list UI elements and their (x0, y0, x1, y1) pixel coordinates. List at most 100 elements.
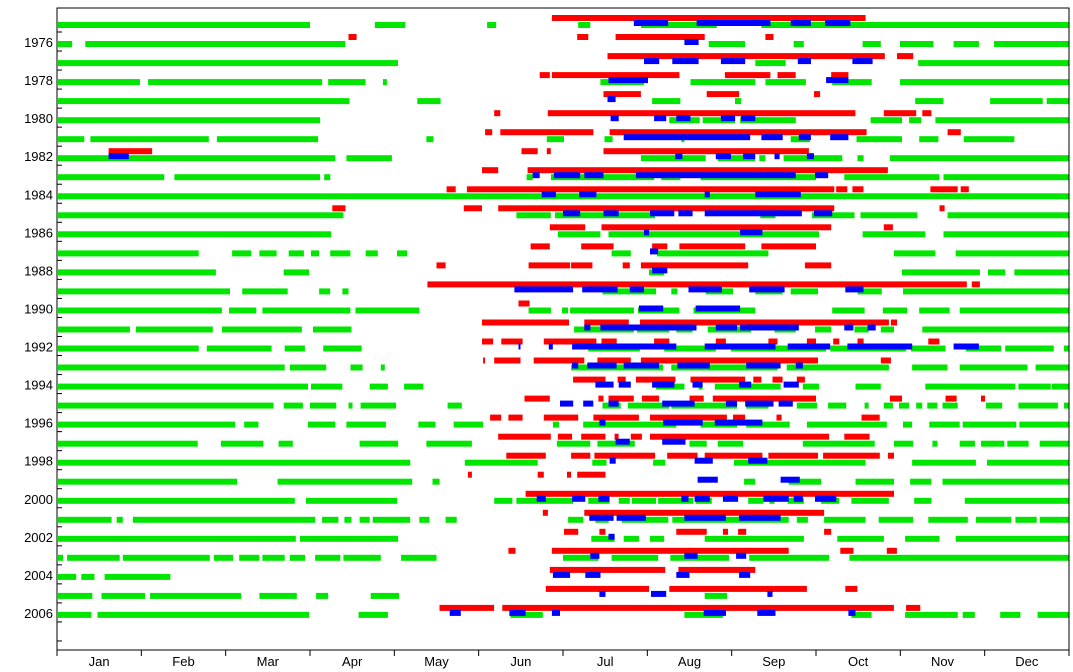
green-bar-1999 (788, 478, 822, 485)
green-bar-1976 (58, 41, 73, 47)
green-bar-1996 (58, 421, 236, 428)
red-bar-1985 (498, 205, 835, 212)
green-bar-1998 (987, 459, 1069, 466)
red-bar-1991 (890, 319, 897, 326)
red-bar-1986 (549, 224, 586, 231)
green-bar-1996 (903, 421, 913, 428)
green-bar-1990 (355, 307, 420, 314)
green-bar-1998 (464, 459, 538, 466)
y-tick-label: 2004 (24, 568, 53, 583)
green-bar-1998 (653, 459, 666, 466)
red-bar-1998 (768, 452, 818, 459)
green-bar-2001 (796, 516, 808, 523)
green-bar-1985 (947, 212, 1069, 219)
red-bar-1996 (650, 414, 727, 421)
green-bar-1985 (516, 212, 551, 219)
green-bar-2003 (849, 554, 1069, 561)
green-bar-2001 (132, 516, 316, 523)
red-bar-1995 (524, 395, 550, 402)
green-bar-1976 (793, 41, 804, 47)
green-bar-1982 (889, 155, 1069, 162)
green-bar-1980 (935, 117, 1069, 124)
red-bar-1979 (603, 91, 641, 98)
green-bar-1991 (854, 326, 869, 333)
green-bar-2000 (306, 497, 398, 504)
green-bar-1997 (959, 440, 975, 447)
green-bar-1991 (58, 326, 130, 333)
green-bar-1992 (206, 345, 272, 352)
red-bar-2003 (840, 547, 854, 554)
blue-bar-2001 (589, 514, 614, 521)
green-bar-1987 (259, 250, 277, 257)
green-bar-1992 (58, 345, 199, 352)
blue-bar-1984 (541, 191, 556, 198)
green-bar-2003 (611, 554, 659, 561)
green-bar-1990 (229, 307, 257, 314)
red-bar-1990 (518, 300, 530, 307)
blue-bar-1998 (609, 457, 616, 464)
green-bar-1990 (882, 307, 908, 314)
red-bar-2002 (676, 528, 707, 535)
green-bar-1995 (916, 402, 923, 409)
blue-bar-1991 (715, 324, 738, 331)
y-tick-label: 2000 (24, 492, 53, 507)
green-bar-1990 (58, 307, 222, 314)
green-bar-1987 (955, 250, 1069, 257)
red-bar-2002 (824, 528, 832, 535)
red-bar-1987 (652, 243, 668, 250)
red-bar-1992 (833, 338, 840, 345)
red-bar-2000 (525, 490, 894, 497)
blue-bar-1978 (826, 77, 849, 84)
green-bar-1976 (85, 41, 346, 47)
green-bar-2006 (962, 611, 975, 618)
blue-bar-1991 (740, 324, 799, 331)
blue-bar-1994 (692, 381, 703, 388)
red-bar-1980 (494, 110, 501, 117)
red-bar-1993 (494, 357, 521, 364)
red-bar-1978 (551, 72, 680, 79)
red-bar-1994 (635, 376, 676, 383)
green-bar-2003 (58, 554, 64, 561)
green-bar-1989 (671, 288, 678, 295)
green-bar-1992 (1063, 345, 1069, 352)
red-bar-1981 (500, 129, 594, 136)
red-bar-2002 (564, 528, 579, 535)
red-bar-1995 (712, 395, 816, 402)
blue-bar-1996 (714, 419, 763, 426)
green-bar-1989 (602, 288, 657, 295)
green-bar-1976 (708, 41, 746, 47)
x-tick-label: Jan (89, 654, 110, 669)
green-bar-1991 (135, 326, 213, 333)
red-bar-1978 (539, 72, 550, 79)
x-tick-label: Jun (510, 654, 531, 669)
red-bar-2006 (502, 604, 894, 611)
green-bar-2005 (259, 592, 297, 599)
green-bar-2001 (445, 516, 457, 523)
green-bar-1979 (417, 98, 441, 105)
blue-bar-2000 (572, 495, 586, 502)
blue-bar-1983 (635, 172, 796, 179)
green-bar-1986 (608, 231, 819, 238)
blue-bar-1992 (847, 343, 913, 350)
green-bar-1989 (319, 288, 331, 295)
green-bar-1998 (912, 459, 976, 466)
red-bar-1996 (593, 414, 639, 421)
green-bar-1975 (578, 22, 591, 28)
blue-bar-1992 (572, 343, 677, 350)
blue-bar-1995 (725, 400, 737, 407)
green-bar-1986 (557, 231, 601, 238)
y-tick-label: 1988 (24, 263, 53, 278)
blue-bar-1986 (740, 229, 763, 236)
green-bar-1982 (640, 155, 706, 162)
green-bar-1992 (965, 345, 1002, 352)
green-bar-2001 (58, 516, 112, 523)
blue-bar-1975 (825, 20, 851, 26)
green-bar-1996 (962, 421, 1017, 428)
green-bar-1976 (862, 41, 881, 47)
x-tick-label: Aug (678, 654, 701, 669)
red-bar-1988 (436, 262, 446, 269)
green-bar-2003 (289, 554, 305, 561)
green-bar-1981 (963, 136, 1015, 143)
red-bar-1982 (603, 148, 809, 155)
green-bar-1980 (870, 117, 902, 124)
